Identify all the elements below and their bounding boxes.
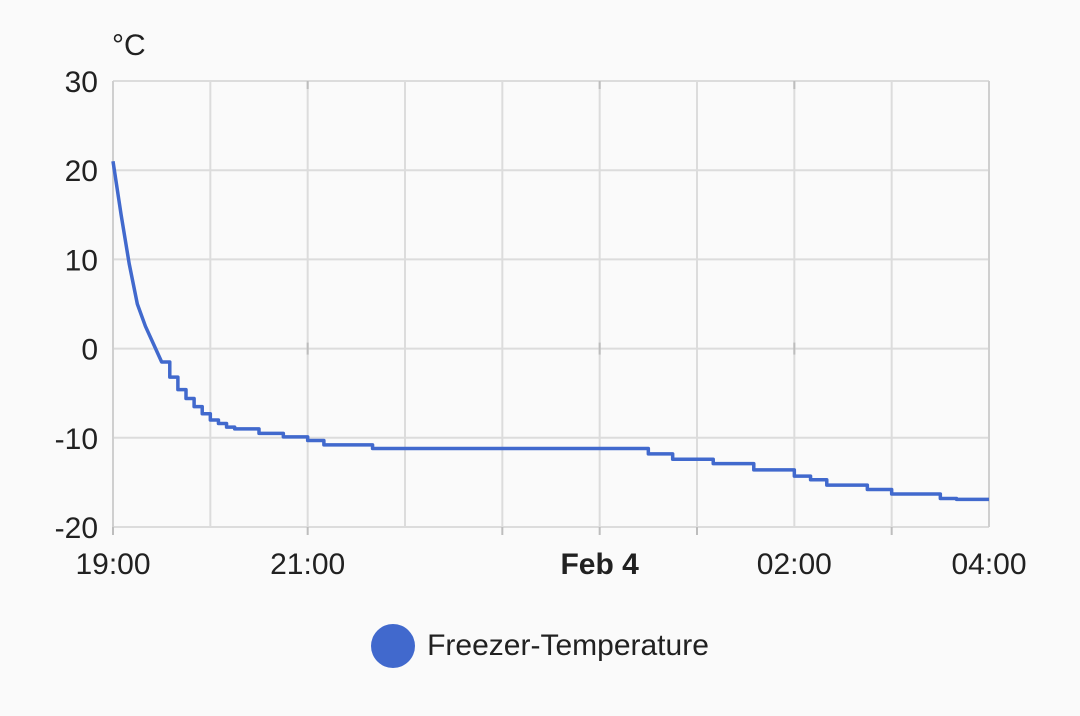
x-tick-label-0: 19:00 <box>75 548 150 581</box>
y-tick-label-4: -10 <box>55 423 98 456</box>
series-line-freezer-temperature[interactable] <box>111 161 989 502</box>
x-axis-ticks: 19:00 21:00 Feb 4 02:00 04:00 <box>75 548 1026 581</box>
y-axis-ticks: 30 20 10 0 -10 -20 <box>55 66 98 545</box>
y-tick-label-5: -20 <box>55 512 98 545</box>
y-tick-label-2: 10 <box>65 244 98 277</box>
series-layer <box>111 161 989 502</box>
y-axis-unit-label: °C <box>112 29 146 62</box>
legend-swatch-icon <box>371 624 416 668</box>
y-tick-label-3: 0 <box>81 334 98 367</box>
x-tick-label-3: 02:00 <box>757 548 832 581</box>
legend-label: Freezer-Temperature <box>427 629 709 662</box>
grid <box>112 80 990 535</box>
x-tick-label-2: Feb 4 <box>560 548 639 581</box>
x-tick-label-4: 04:00 <box>951 548 1026 581</box>
legend: Freezer-Temperature <box>0 620 1080 672</box>
x-tick-label-1: 21:00 <box>270 548 345 581</box>
legend-item-freezer-temperature[interactable]: Freezer-Temperature <box>371 624 709 668</box>
y-tick-label-0: 30 <box>65 66 98 99</box>
y-tick-label-1: 20 <box>65 155 98 188</box>
